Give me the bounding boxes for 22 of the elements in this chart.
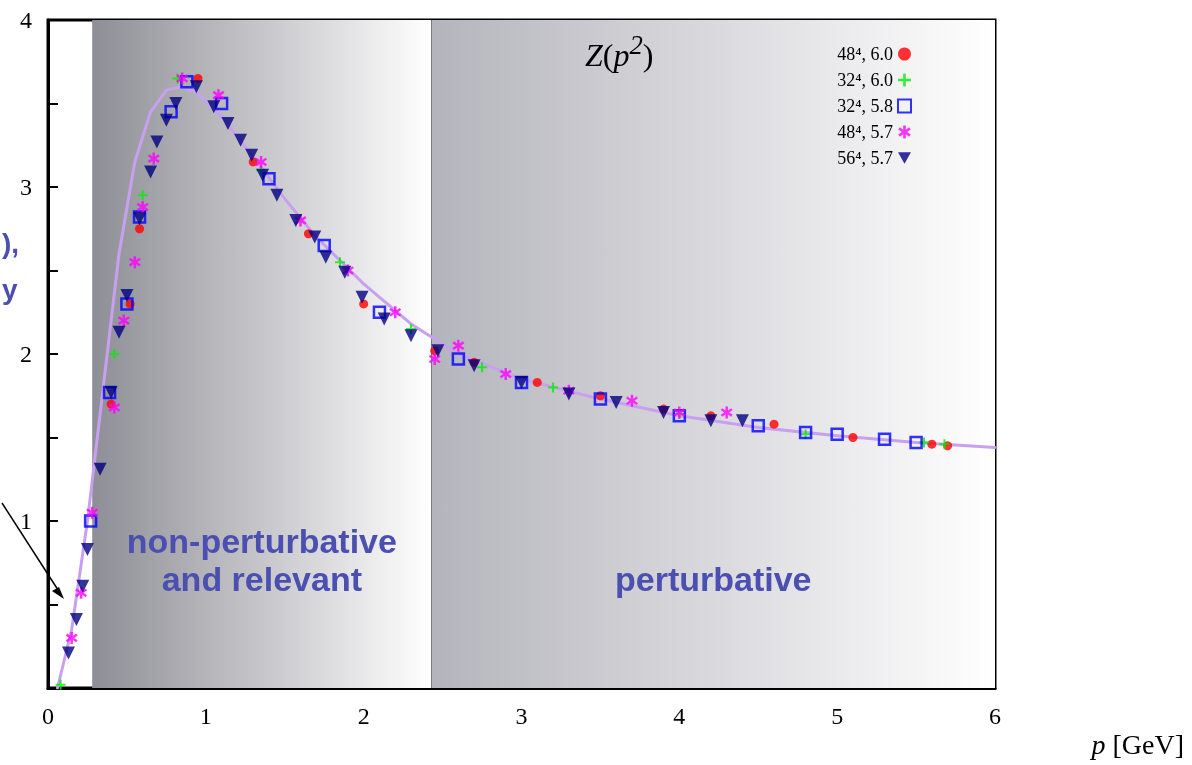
text: y: [2, 274, 18, 306]
x-tick-label: 4: [673, 703, 686, 729]
legend-label: 56⁴, 5.7: [837, 148, 893, 168]
y-tick-label: 2: [20, 341, 32, 367]
x-tick-label: 1: [199, 703, 212, 729]
x-tick-label: 6: [989, 703, 1001, 729]
legend-label: 48⁴, 5.7: [837, 122, 893, 142]
x-tick-label: 3: [515, 703, 528, 729]
band-label: non-perturbative and relevant: [126, 522, 397, 598]
x-tick-label: 5: [831, 703, 844, 729]
legend-label: 32⁴, 5.8: [837, 96, 893, 116]
y-tick-label: 3: [20, 174, 32, 200]
chart-title: Z(p$^{2}$): [585, 30, 654, 74]
legend-label: 32⁴, 6.0: [837, 70, 893, 90]
y-tick-label: 1: [20, 508, 32, 534]
x-tick-label: 2: [357, 703, 370, 729]
x-axis-title: p [GeV]: [1091, 729, 1184, 760]
y-tick-label: 4: [20, 7, 32, 33]
text: ),: [2, 228, 20, 260]
band-label: perturbative: [615, 560, 812, 598]
legend-label: 48⁴, 6.0: [837, 44, 893, 64]
x-tick-label: 0: [42, 703, 54, 729]
